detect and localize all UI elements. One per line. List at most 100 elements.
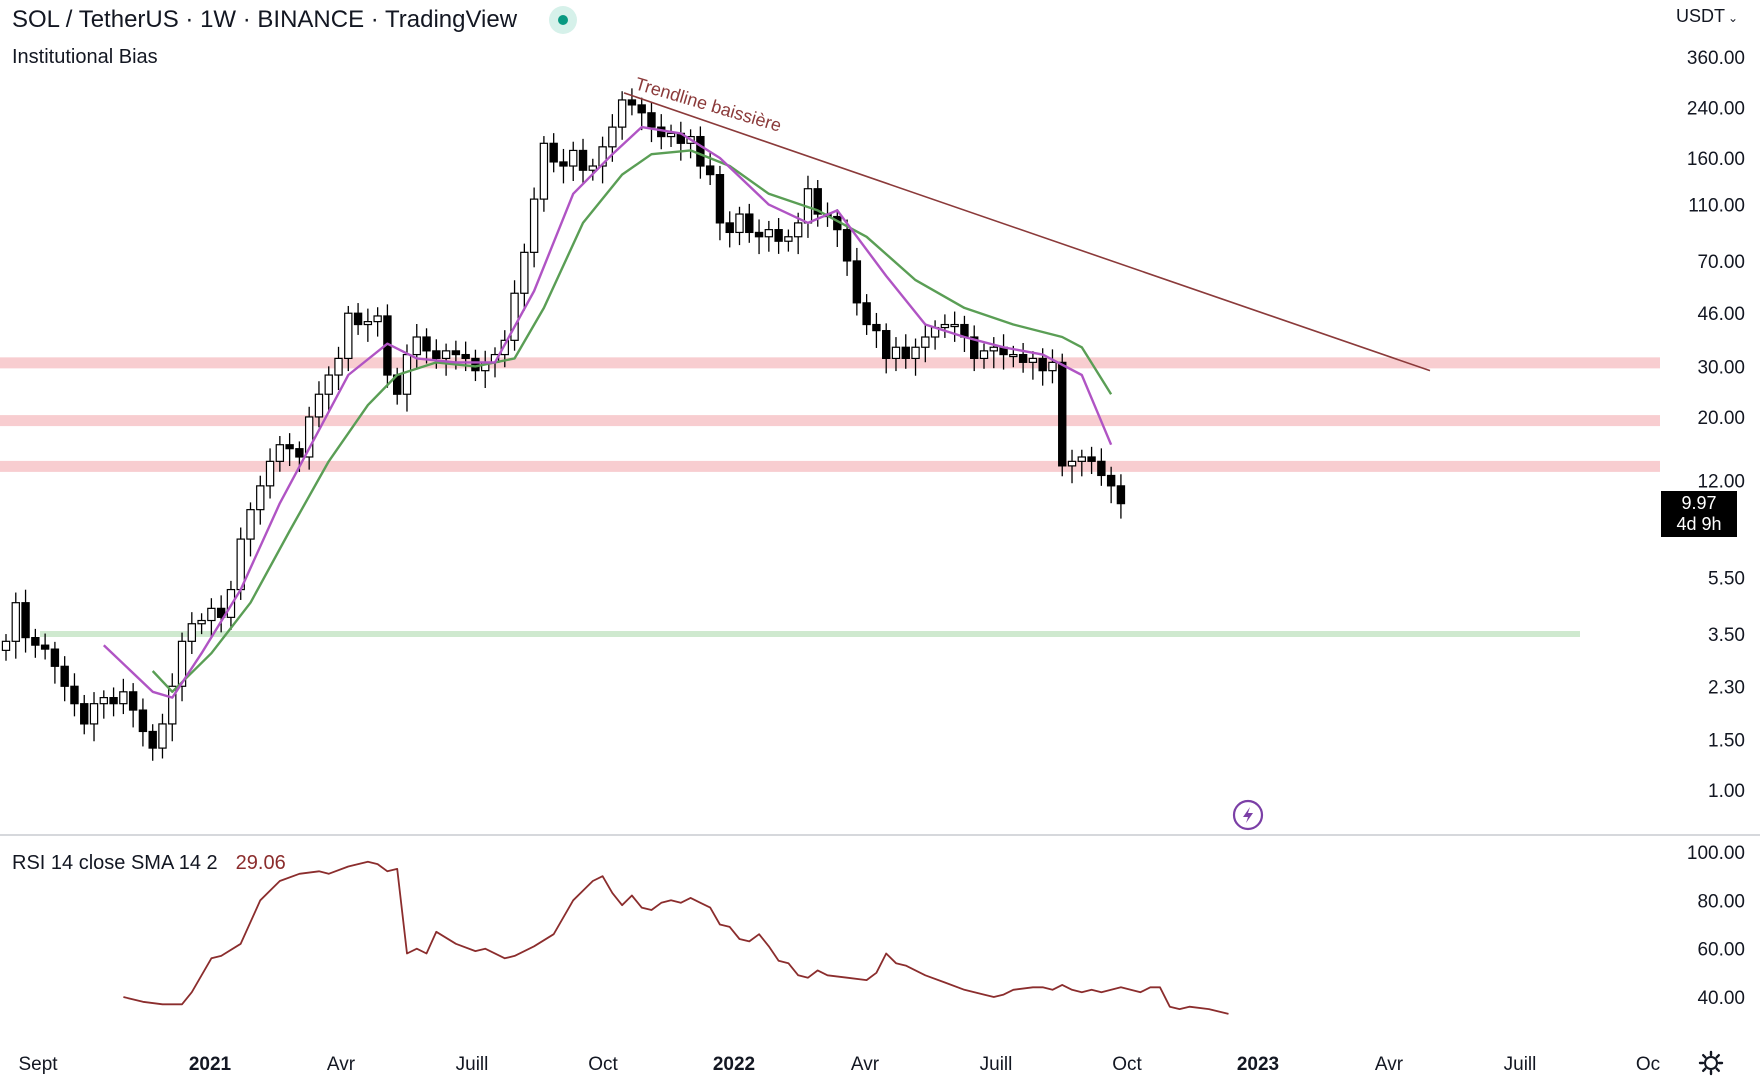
- candle-body: [891, 346, 901, 360]
- rsi-panel: [123, 860, 1229, 1015]
- candle-body: [461, 353, 470, 360]
- candle-body: [304, 416, 314, 458]
- trendline-group: Trendline baissière: [623, 73, 1431, 372]
- last-price-tag: 9.97 4d 9h: [1661, 491, 1737, 537]
- candle-body: [950, 323, 959, 328]
- candle-body: [80, 703, 89, 725]
- candle-body: [881, 330, 891, 360]
- moving-averages: [102, 125, 1113, 699]
- candle-body: [138, 709, 148, 733]
- candle-body: [696, 135, 705, 167]
- price-tick-label: 160.00: [1687, 149, 1745, 170]
- candle-body: [295, 448, 304, 458]
- candle-body: [705, 165, 715, 176]
- candle-body: [177, 640, 187, 687]
- candle-body: [187, 623, 197, 642]
- candle-body: [529, 198, 539, 253]
- time-tick-label: Juill: [980, 1054, 1013, 1075]
- candle-body: [569, 149, 578, 167]
- candle-body: [842, 229, 852, 262]
- candle-body: [510, 292, 519, 341]
- candle-body: [617, 99, 627, 128]
- candle-body: [1058, 361, 1067, 467]
- candle-body: [901, 346, 910, 360]
- resistance-zone: [0, 357, 1660, 369]
- price-tick-label: 46.00: [1697, 304, 1745, 325]
- candle-body: [539, 142, 549, 200]
- indicator-name[interactable]: Institutional Bias: [12, 46, 158, 68]
- candle-body: [979, 350, 989, 360]
- candle-body: [60, 665, 69, 687]
- candle-body: [128, 691, 138, 711]
- price-axis: 360.00 240.00 160.00 110.00 70.00 46.00 30.00 2…: [1687, 48, 1745, 802]
- price-tick-label: 110.00: [1688, 196, 1745, 217]
- resistance-zone: [0, 460, 1660, 472]
- candle-body: [1097, 460, 1106, 477]
- candle-body: [89, 703, 99, 725]
- chart-title: SOL / TetherUS · 1W · BINANCE · TradingV…: [12, 6, 518, 33]
- candle-body: [40, 644, 50, 650]
- price-tick-label: 30.00: [1697, 357, 1745, 378]
- price-tick-label: 240.00: [1687, 98, 1745, 119]
- candle-body: [921, 336, 930, 348]
- time-tick-label: Juill: [456, 1054, 489, 1075]
- price-zones: [0, 357, 1660, 472]
- price-tick-label: 2.30: [1708, 677, 1745, 698]
- price-tick-label: 1.50: [1708, 731, 1745, 752]
- candle-body: [50, 648, 60, 667]
- candle-body: [256, 485, 265, 511]
- candle-body: [813, 188, 822, 215]
- rsi-label: RSI 14 close SMA 14 2: [12, 852, 218, 874]
- candle-body: [21, 602, 30, 639]
- time-tick-label: Avr: [1375, 1054, 1404, 1075]
- time-tick-label: Oct: [1112, 1054, 1142, 1075]
- candle-body: [666, 132, 676, 138]
- price-tick-label: 360.00: [1687, 48, 1745, 69]
- time-tick-label: Oct: [588, 1054, 618, 1075]
- candle-body: [314, 393, 324, 418]
- candle-body: [324, 374, 333, 395]
- candle-body: [1116, 485, 1126, 505]
- price-tick-label: 70.00: [1697, 252, 1745, 273]
- candle-body: [275, 444, 285, 462]
- candle-body: [402, 353, 412, 395]
- candle-body: [1106, 474, 1116, 487]
- candle-body: [745, 213, 754, 234]
- rsi-legend[interactable]: RSI 14 close SMA 14 2 29.06: [12, 852, 286, 875]
- candle-body: [471, 357, 480, 372]
- currency-selector[interactable]: USDT ⌄: [1676, 6, 1738, 27]
- live-status-icon: [549, 6, 577, 34]
- lightning-icon[interactable]: [1232, 799, 1264, 831]
- candle-body: [1048, 361, 1057, 372]
- candle-body: [608, 126, 617, 148]
- candle-body: [373, 315, 382, 323]
- rsi-tick-label: 60.00: [1697, 940, 1745, 961]
- rsi-tick-label: 100.00: [1687, 843, 1745, 864]
- candle-body: [31, 637, 40, 646]
- time-tick-label: 2022: [713, 1054, 755, 1075]
- candle-body: [363, 321, 373, 326]
- support-zone: [40, 630, 1580, 637]
- candle-body: [764, 229, 774, 238]
- candle-body: [207, 607, 216, 622]
- resistance-zone: [0, 415, 1660, 427]
- candle-body: [911, 346, 920, 360]
- bearish-trendline[interactable]: [623, 92, 1431, 372]
- candle-body: [578, 149, 588, 171]
- candle-body: [344, 312, 353, 360]
- rsi-value: 29.06: [235, 852, 286, 874]
- candle-body: [1077, 456, 1086, 462]
- candle-body: [725, 222, 734, 234]
- candle-body: [216, 607, 226, 618]
- bar-countdown: 4d 9h: [1676, 514, 1722, 534]
- candle-body: [1028, 357, 1038, 363]
- time-tick-label: Sept: [18, 1054, 58, 1075]
- candle-body: [285, 444, 294, 450]
- candle-body: [627, 99, 637, 106]
- time-tick-label: 2023: [1237, 1054, 1279, 1075]
- time-tick-label: Avr: [851, 1054, 880, 1075]
- candle-body: [158, 723, 167, 749]
- gear-icon[interactable]: [1696, 1048, 1726, 1078]
- candle-body: [451, 350, 461, 356]
